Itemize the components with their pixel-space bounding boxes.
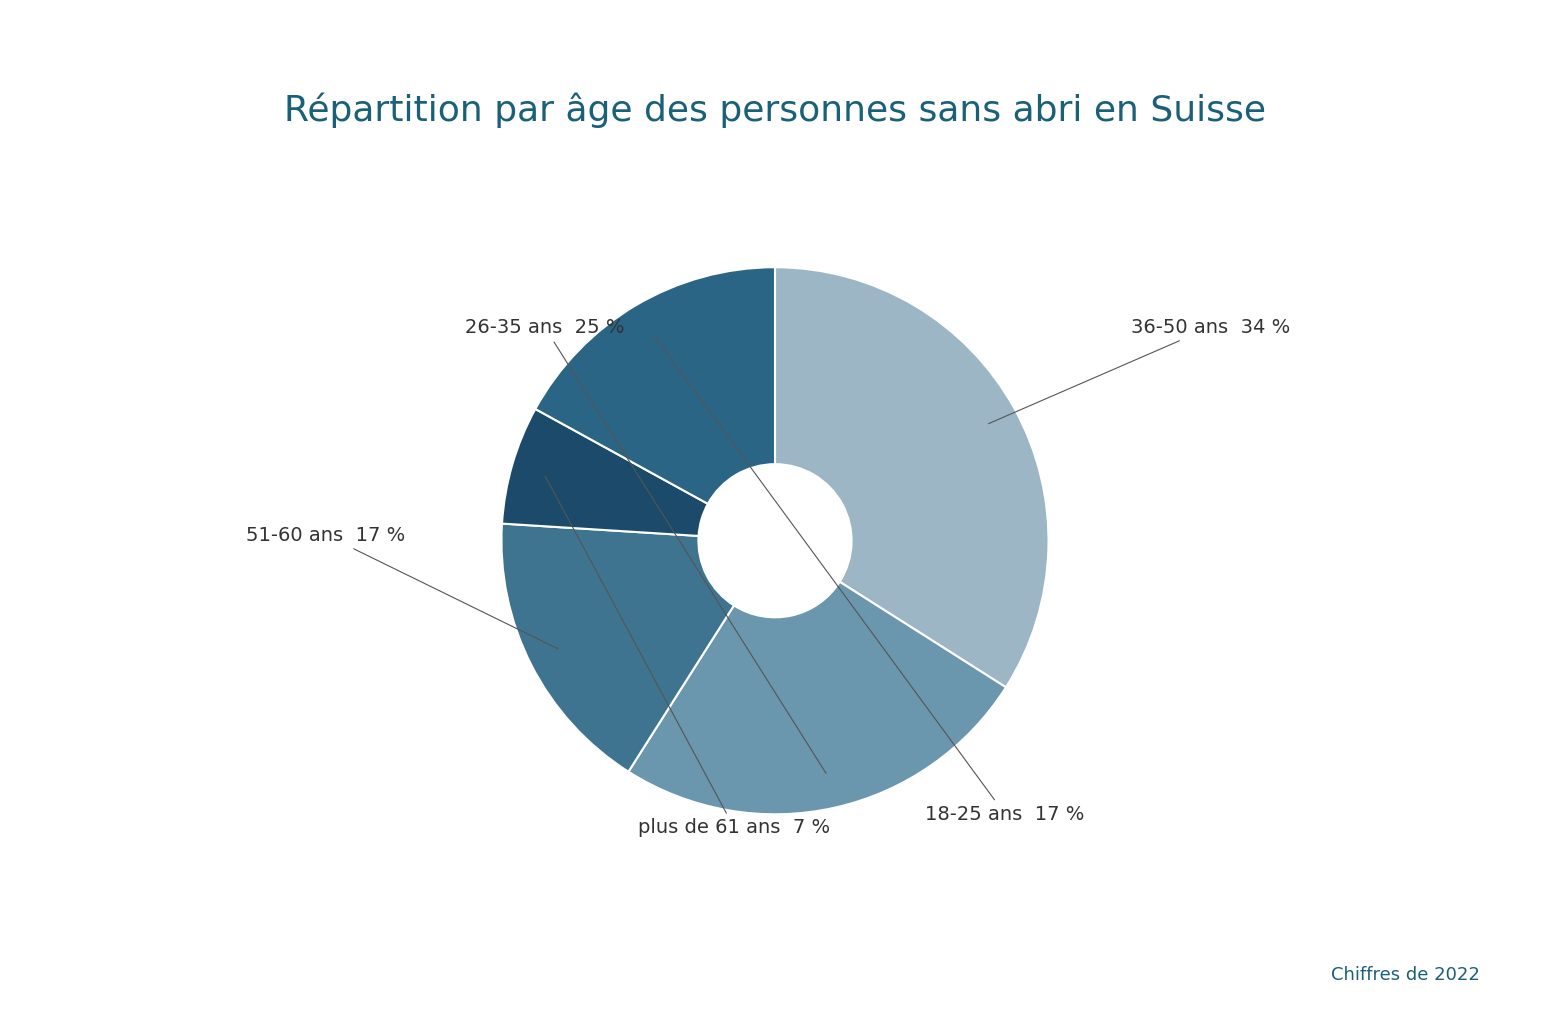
Text: 51-60 ans  17 %: 51-60 ans 17 % <box>246 525 558 649</box>
Text: 18-25 ans  17 %: 18-25 ans 17 % <box>654 336 1085 824</box>
Wedge shape <box>502 409 708 536</box>
Text: Répartition par âge des personnes sans abri en Suisse: Répartition par âge des personnes sans a… <box>284 93 1266 128</box>
Text: plus de 61 ans  7 %: plus de 61 ans 7 % <box>546 476 831 837</box>
Wedge shape <box>535 267 775 504</box>
Text: 36-50 ans  34 %: 36-50 ans 34 % <box>989 318 1290 423</box>
Wedge shape <box>628 582 1006 815</box>
Wedge shape <box>502 523 735 771</box>
Text: 26-35 ans  25 %: 26-35 ans 25 % <box>465 318 826 774</box>
Text: Chiffres de 2022: Chiffres de 2022 <box>1331 966 1480 984</box>
Wedge shape <box>775 267 1048 687</box>
